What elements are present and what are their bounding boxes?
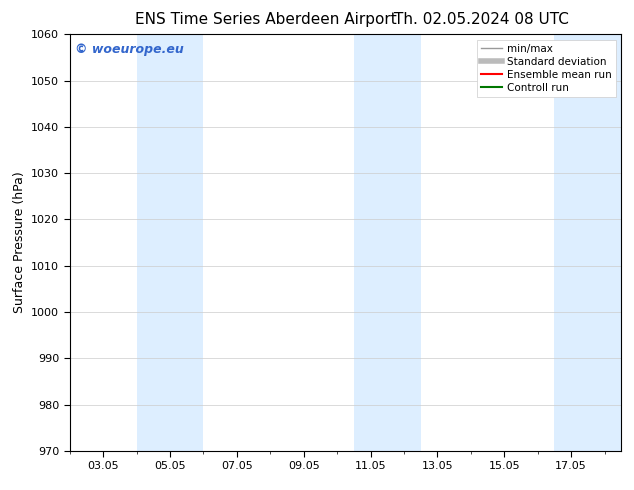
Text: © woeurope.eu: © woeurope.eu — [75, 43, 184, 56]
Bar — [555, 34, 621, 451]
Bar — [136, 34, 204, 451]
Y-axis label: Surface Pressure (hPa): Surface Pressure (hPa) — [13, 172, 25, 314]
Legend: min/max, Standard deviation, Ensemble mean run, Controll run: min/max, Standard deviation, Ensemble me… — [477, 40, 616, 97]
Text: ENS Time Series Aberdeen Airport: ENS Time Series Aberdeen Airport — [136, 12, 397, 27]
Text: Th. 02.05.2024 08 UTC: Th. 02.05.2024 08 UTC — [394, 12, 569, 27]
Bar — [354, 34, 421, 451]
